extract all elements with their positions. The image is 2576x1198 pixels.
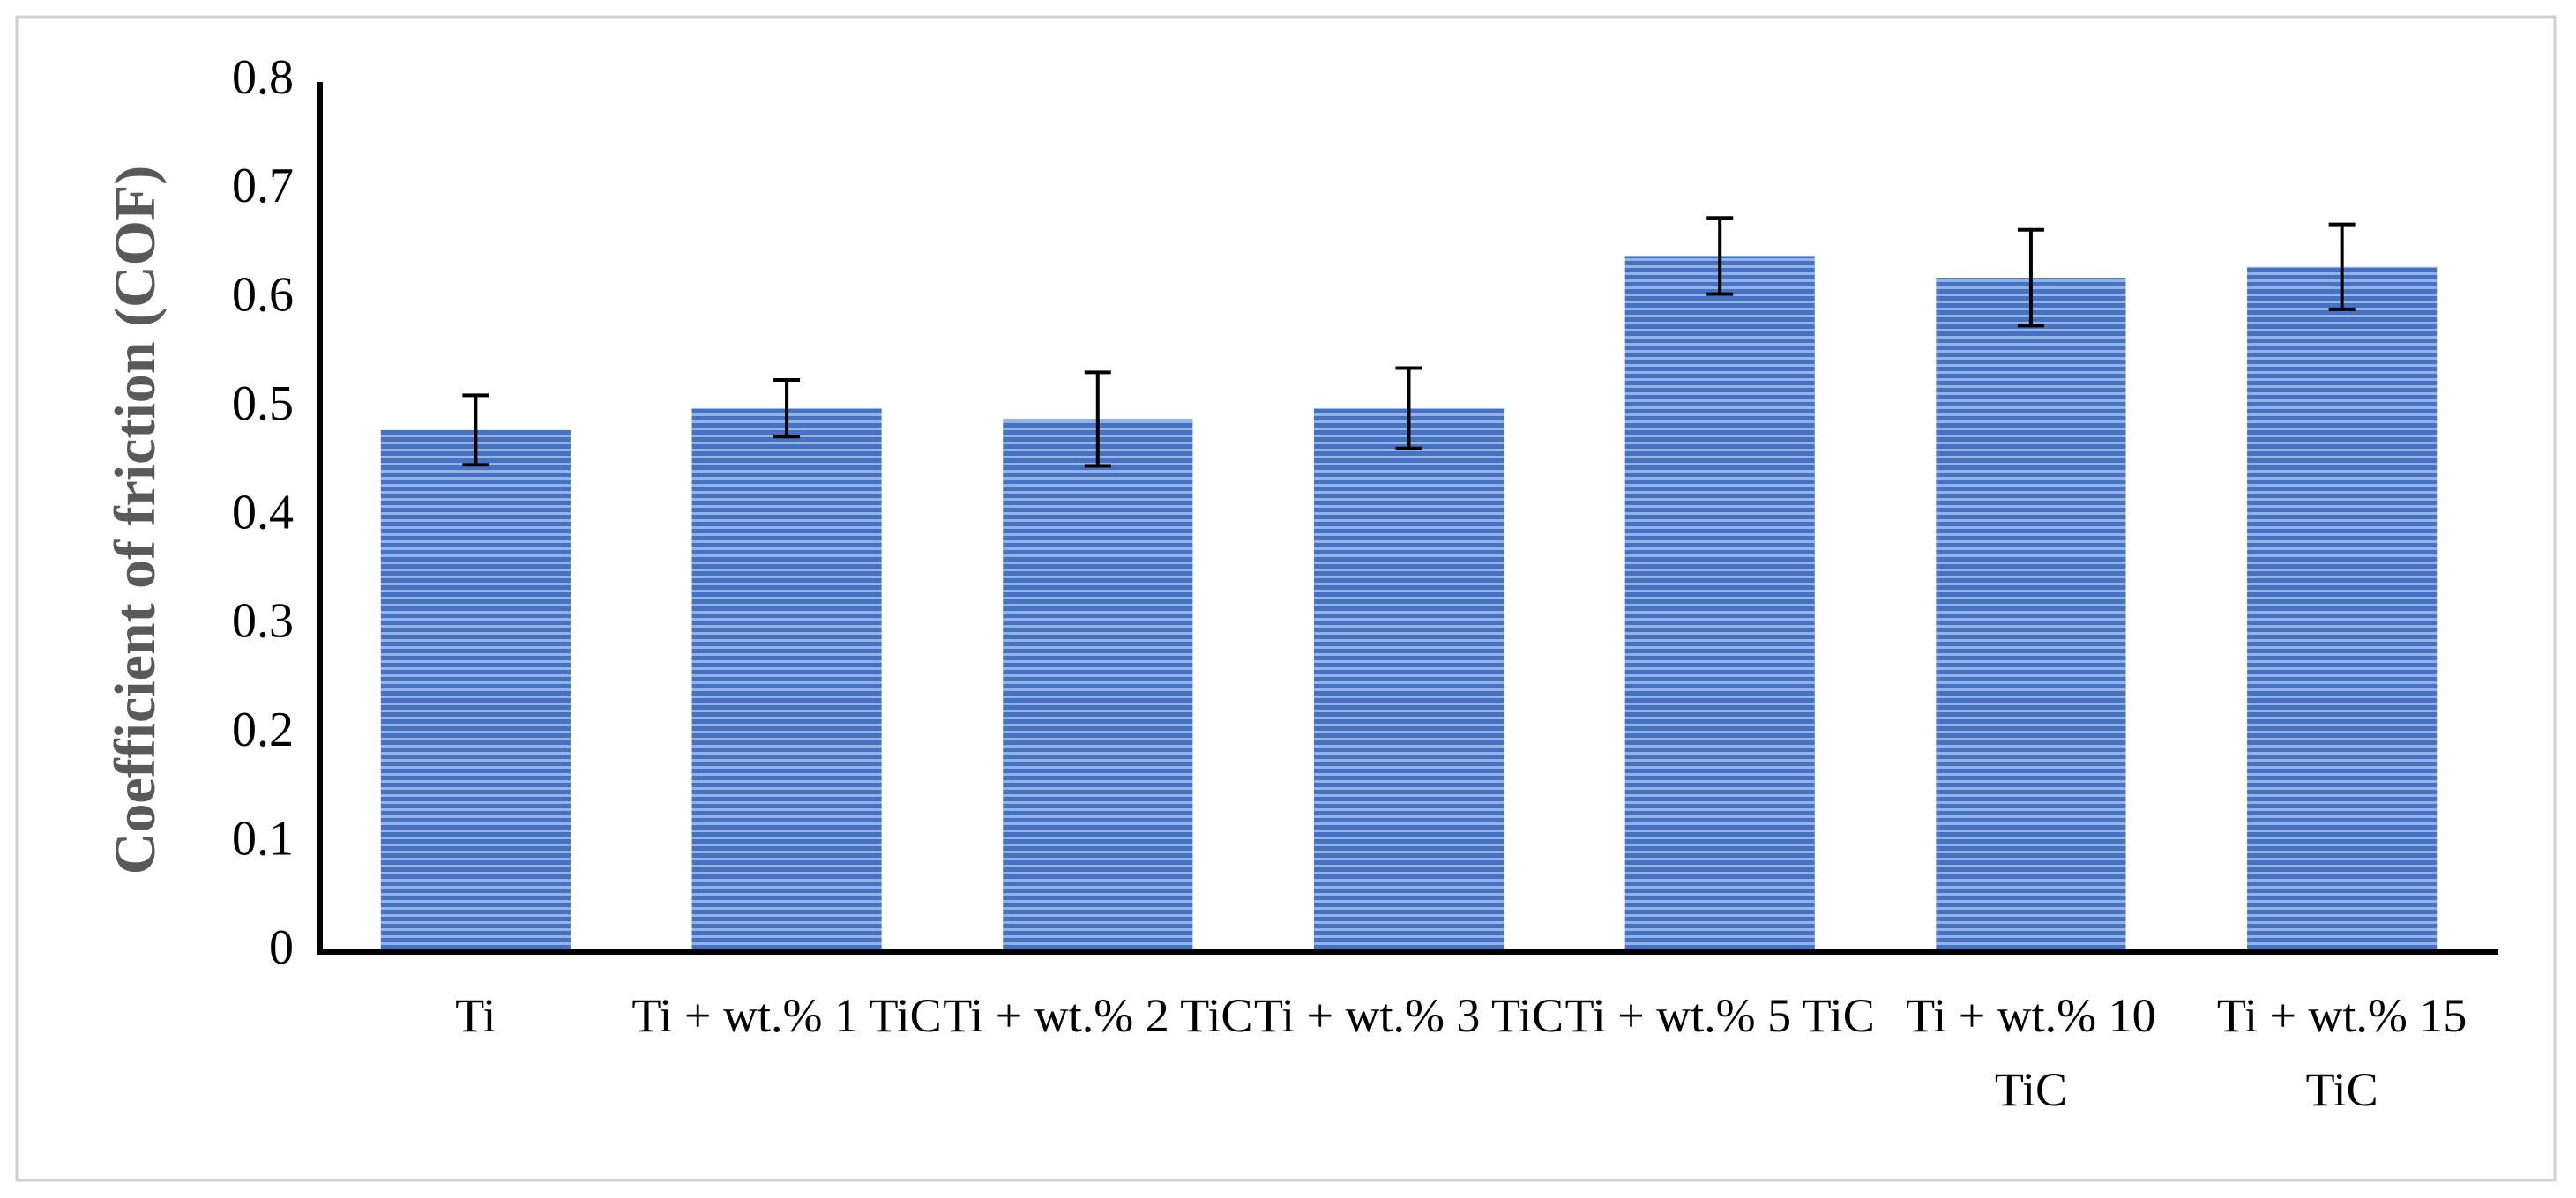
error-bar <box>462 393 489 467</box>
bar <box>380 429 571 952</box>
bar <box>1313 408 1505 952</box>
bar <box>2247 266 2438 952</box>
y-tick-label: 0.3 <box>232 594 294 649</box>
error-bar <box>773 378 801 439</box>
frame <box>15 15 2557 1182</box>
x-tick-label: Ti + wt.% 3 TiC <box>1253 989 1564 1042</box>
x-tick-label: Ti + wt.% 15 TiC <box>2216 989 2468 1116</box>
bar <box>1936 278 2126 952</box>
x-tick-label: Ti + wt.% 1 TiC <box>631 989 942 1042</box>
error-bar <box>2017 227 2044 328</box>
y-axis-title: Coefficient of friction (COF) <box>103 166 168 875</box>
x-tick-label: Ti + wt.% 5 TiC <box>1564 989 1875 1042</box>
y-tick-label: 0.1 <box>232 811 294 866</box>
y-tick-label: 0.7 <box>232 159 294 213</box>
y-tick-label: 0.6 <box>232 268 294 323</box>
y-tick-label: 0.5 <box>232 376 294 431</box>
x-tick-label: Ti + wt.% 2 TiC <box>943 989 1253 1042</box>
error-bar <box>1706 216 1734 296</box>
error-bar <box>1084 370 1111 468</box>
y-tick-label: 0.8 <box>232 50 294 105</box>
bar <box>1624 256 1815 952</box>
error-bar <box>2328 222 2356 311</box>
bar <box>1003 419 1193 952</box>
bar <box>691 408 882 952</box>
y-tick-label: 0.4 <box>232 485 294 539</box>
y-tick-label: 0.2 <box>232 703 294 757</box>
error-bar <box>1395 366 1422 450</box>
y-tick-label: 0 <box>269 920 294 975</box>
x-tick-label: Ti <box>455 989 497 1042</box>
x-tick-label: Ti + wt.% 10 TiC <box>1906 989 2156 1116</box>
